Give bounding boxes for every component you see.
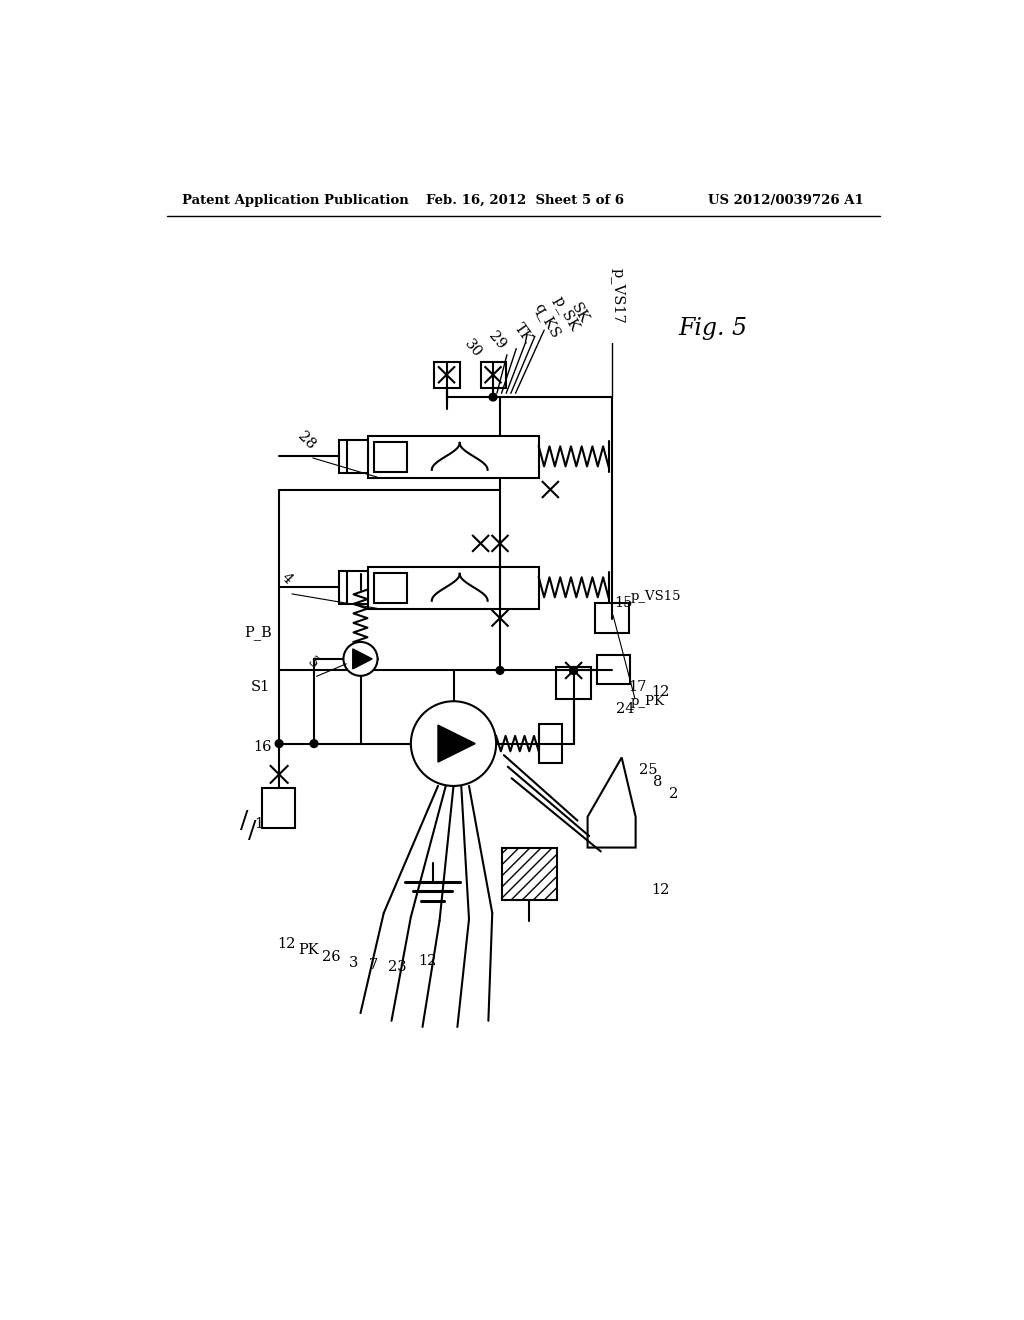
Text: /: / <box>241 810 249 833</box>
Bar <box>434 363 460 388</box>
Text: 3: 3 <box>349 956 358 970</box>
Text: 1: 1 <box>254 817 263 832</box>
Text: 12: 12 <box>651 685 670 698</box>
Text: S1: S1 <box>251 680 269 694</box>
Text: Patent Application Publication: Patent Application Publication <box>182 194 409 207</box>
Bar <box>375 573 407 603</box>
Text: TK: TK <box>512 321 535 346</box>
Text: Feb. 16, 2012  Sheet 5 of 6: Feb. 16, 2012 Sheet 5 of 6 <box>426 194 624 207</box>
Text: q_KS: q_KS <box>531 301 563 341</box>
Text: 4: 4 <box>279 570 295 586</box>
Text: 25: 25 <box>640 763 658 777</box>
Circle shape <box>569 667 578 675</box>
Circle shape <box>489 393 497 401</box>
Circle shape <box>310 739 317 747</box>
Text: 23: 23 <box>388 960 407 974</box>
Text: SK: SK <box>568 300 591 326</box>
Text: p_VS17: p_VS17 <box>611 268 626 323</box>
Text: 12: 12 <box>651 883 670 896</box>
Bar <box>369 436 539 478</box>
Bar <box>595 603 629 632</box>
Text: p_SK: p_SK <box>550 293 582 333</box>
Text: US 2012/0039726 A1: US 2012/0039726 A1 <box>709 194 864 207</box>
Text: 15: 15 <box>614 597 633 610</box>
Text: PK: PK <box>299 942 319 957</box>
Bar <box>502 847 557 900</box>
Bar <box>339 572 369 605</box>
Text: /: / <box>248 820 256 842</box>
Text: Fig. 5: Fig. 5 <box>678 318 748 341</box>
Text: 2: 2 <box>669 787 678 800</box>
Bar <box>375 442 407 471</box>
Circle shape <box>275 739 283 747</box>
Polygon shape <box>438 725 475 762</box>
Circle shape <box>569 667 578 675</box>
Text: p_VS15: p_VS15 <box>630 590 681 603</box>
Text: 26: 26 <box>322 950 340 964</box>
Bar <box>262 788 295 829</box>
Text: 16: 16 <box>254 741 272 754</box>
Text: 12: 12 <box>419 954 437 969</box>
Bar <box>480 363 506 388</box>
Circle shape <box>496 667 504 675</box>
Bar <box>339 441 369 474</box>
Text: 7: 7 <box>369 958 378 973</box>
Text: 29: 29 <box>486 329 509 352</box>
Text: 30: 30 <box>461 337 484 360</box>
Text: 5: 5 <box>305 655 321 671</box>
Text: p_PK: p_PK <box>630 696 665 708</box>
Text: 24: 24 <box>616 702 635 715</box>
Text: 28: 28 <box>295 429 317 453</box>
Text: 17: 17 <box>628 680 646 694</box>
Bar <box>369 566 539 609</box>
Text: P_B: P_B <box>245 624 272 640</box>
Text: 12: 12 <box>278 937 296 950</box>
Circle shape <box>343 642 378 676</box>
Text: 8: 8 <box>653 775 663 789</box>
Circle shape <box>411 701 496 785</box>
Bar <box>556 667 591 700</box>
Bar <box>539 725 562 763</box>
Polygon shape <box>352 649 372 669</box>
Bar <box>597 655 630 684</box>
